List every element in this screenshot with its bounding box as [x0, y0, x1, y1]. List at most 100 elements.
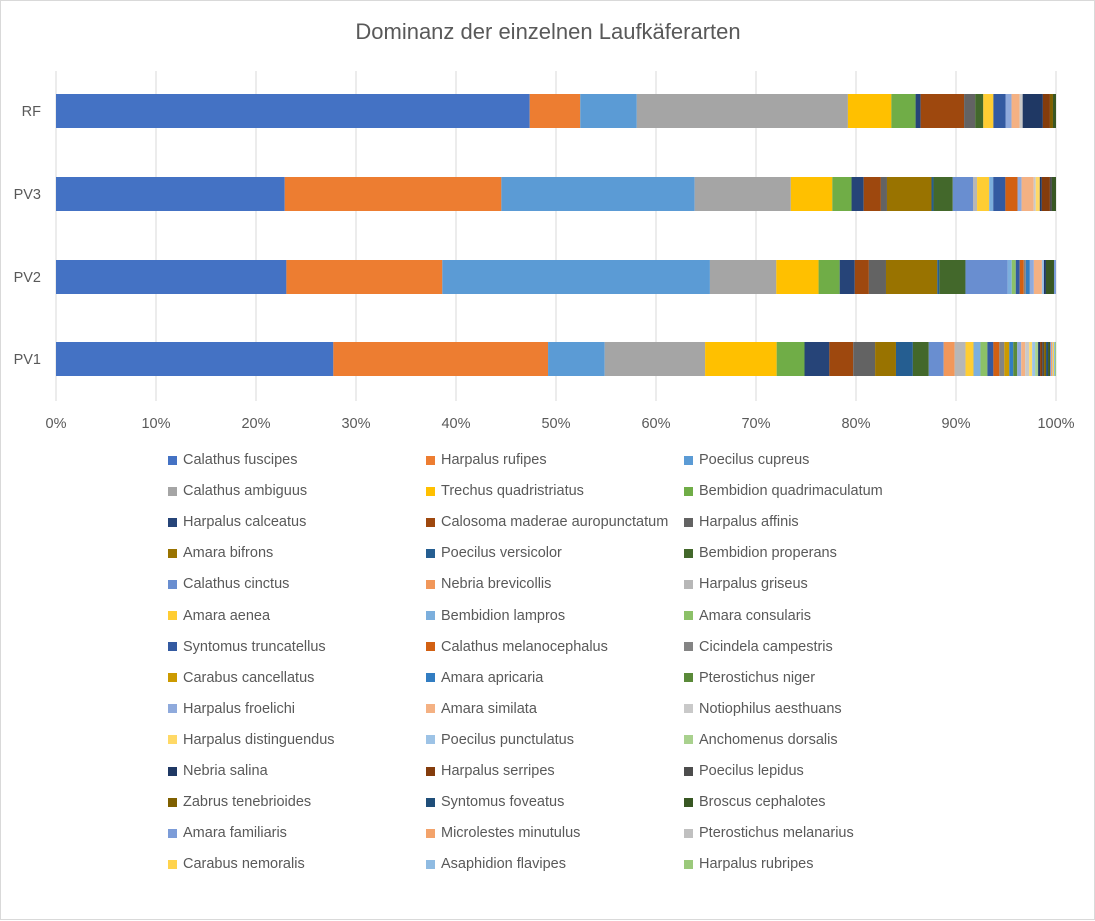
legend-swatch	[168, 579, 177, 589]
legend-label: Pterostichus niger	[699, 669, 816, 686]
legend-swatch	[426, 517, 435, 527]
bar-segment	[1017, 177, 1022, 211]
legend-item: Poecilus lepidus	[684, 761, 804, 781]
x-tick-label: 30%	[341, 416, 370, 432]
bar-segment	[832, 177, 852, 211]
bar-segment	[1038, 342, 1041, 376]
bar-segment	[977, 177, 990, 211]
legend-item: Calathus fuscipes	[168, 450, 297, 470]
bar-segment	[943, 342, 955, 376]
bar-segment	[973, 342, 981, 376]
legend-item: Nebria brevicollis	[426, 574, 551, 594]
bar-segment	[1007, 260, 1012, 294]
legend-label: Carabus cancellatus	[183, 669, 315, 686]
legend-label: Harpalus rubripes	[699, 856, 814, 873]
legend-item: Asaphidion flavipes	[426, 854, 566, 874]
bar-segment	[1048, 342, 1051, 376]
bar-segment	[1021, 177, 1034, 211]
bar-segment	[709, 260, 777, 294]
bar-segment	[804, 342, 830, 376]
legend-label: Microlestes minutulus	[441, 825, 581, 842]
legend-swatch	[684, 611, 693, 620]
x-tick-label: 60%	[641, 416, 670, 432]
bar-segment	[1005, 177, 1018, 211]
legend-label: Zabrus tenebrioides	[183, 794, 312, 811]
bar-segment	[1040, 342, 1043, 376]
bar-segment	[1051, 342, 1053, 376]
bar-segment	[1013, 342, 1018, 376]
legend-item: Harpalus calceatus	[168, 512, 306, 532]
bar-segment	[1045, 260, 1054, 294]
legend-item: Nebria salina	[168, 761, 268, 781]
bar-segment	[854, 260, 869, 294]
bar-segment	[333, 342, 549, 376]
bar-segment	[1044, 342, 1047, 376]
bar-segment	[933, 177, 953, 211]
bar-segment	[1035, 177, 1040, 211]
legend-label: Pterostichus melanarius	[699, 825, 854, 842]
legend-item: Broscus cephalotes	[684, 792, 826, 812]
legend-item: Harpalus froelichi	[168, 699, 295, 719]
legend-swatch	[684, 642, 693, 652]
legend-item: Calathus cinctus	[168, 574, 289, 594]
legend-label: Carabus nemoralis	[183, 856, 305, 873]
bar-segment	[993, 342, 1000, 376]
legend-label: Harpalus griseus	[699, 576, 808, 593]
legend-item: Carabus cancellatus	[168, 668, 314, 688]
legend-swatch	[426, 797, 435, 807]
category-label: PV3	[14, 187, 41, 203]
legend-label: Anchomenus dorsalis	[699, 731, 838, 748]
legend-swatch	[684, 673, 693, 683]
bar-segment	[1039, 177, 1042, 211]
legend-item: Anchomenus dorsalis	[684, 730, 838, 750]
bar-segment	[912, 342, 929, 376]
legend-label: Bembidion quadrimaculatum	[699, 483, 883, 500]
bar-segment	[829, 342, 854, 376]
legend-swatch	[684, 704, 693, 714]
legend-label: Amara consularis	[699, 607, 812, 624]
bar-segment	[1052, 94, 1056, 128]
bar-segment	[989, 177, 994, 211]
bar-segment	[1019, 260, 1024, 294]
bar-segment	[891, 94, 916, 128]
bar-segment	[1021, 342, 1026, 376]
bar-segment	[863, 177, 881, 211]
legend-swatch	[684, 797, 693, 807]
bar-segment	[1051, 177, 1056, 211]
bar-segment	[965, 342, 974, 376]
legend-label: Calosoma maderae auropunctatum	[441, 514, 669, 531]
legend-item: Poecilus versicolor	[426, 543, 562, 563]
legend-label: Amara aenea	[183, 607, 271, 624]
legend-label: Amara similata	[441, 700, 537, 717]
legend-label: Bembidion properans	[699, 545, 837, 562]
legend-label: Harpalus calceatus	[183, 514, 307, 531]
legend-label: Amara familiaris	[183, 825, 287, 842]
plot-bars	[56, 94, 1056, 376]
legend-item: Calosoma maderae auropunctatum	[426, 512, 668, 532]
legend-label: Nebria brevicollis	[441, 576, 552, 593]
legend-label: Notiophilus aesthuans	[699, 700, 842, 717]
bar-segment	[983, 94, 994, 128]
bar-segment	[1022, 94, 1043, 128]
legend-swatch	[168, 673, 177, 683]
legend-label: Trechus quadristriatus	[441, 483, 584, 500]
legend-item: Amara aenea	[168, 606, 270, 626]
bar-segment	[1041, 177, 1050, 211]
bar-segment	[993, 177, 1006, 211]
x-tick-label: 70%	[741, 416, 770, 432]
bar-segment	[56, 177, 285, 211]
legend-item: Amara familiaris	[168, 823, 287, 843]
legend-label: Poecilus lepidus	[699, 763, 804, 779]
legend-item: Amara consularis	[684, 606, 811, 626]
bar-segment	[839, 260, 855, 294]
x-tick-label: 100%	[1037, 416, 1074, 432]
bar-segment	[1029, 342, 1033, 376]
legend-item: Calathus melanocephalus	[426, 637, 608, 657]
legend-swatch	[168, 455, 177, 465]
bar-segment	[604, 342, 706, 376]
bar-segment	[580, 94, 637, 128]
legend-swatch	[168, 704, 177, 714]
bar-segment	[1042, 342, 1045, 376]
legend-swatch	[426, 455, 435, 465]
